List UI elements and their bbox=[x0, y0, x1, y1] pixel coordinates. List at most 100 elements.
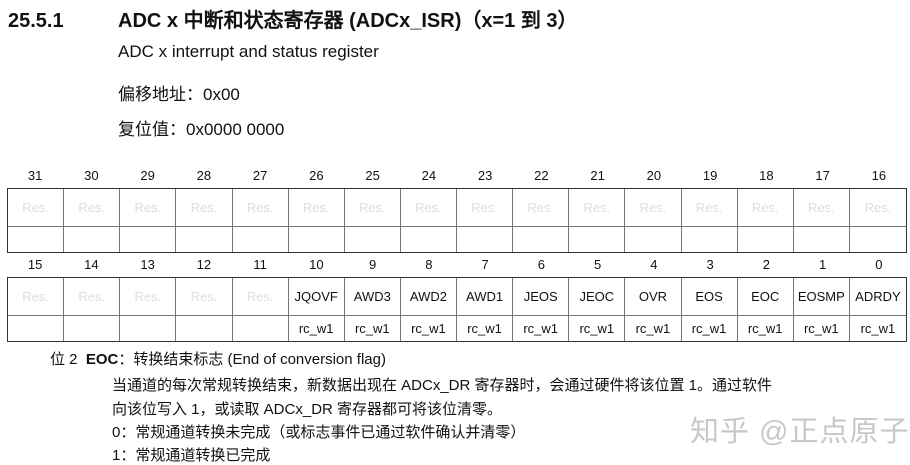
field-name-cell: Res. bbox=[120, 278, 177, 316]
desc-line: 当通道的每次常规转换结束，新数据出现在 ADCx_DR 寄存器时，会通过硬件将该… bbox=[112, 377, 773, 394]
access-type-cell: rc_w1 bbox=[738, 316, 794, 341]
field-name-cell: OVR bbox=[625, 278, 682, 316]
access-type-cell bbox=[682, 227, 738, 252]
field-name-cell: Res. bbox=[849, 189, 906, 227]
watermark: 知乎 @正点原子 bbox=[690, 416, 910, 448]
access-type-cell: rc_w1 bbox=[513, 316, 570, 341]
bit-number: 5 bbox=[594, 257, 602, 272]
field-name-cell: Res. bbox=[232, 189, 289, 227]
register-title: ADC x 中断和状态寄存器 (ADCx_ISR)（x=1 到 3） bbox=[118, 10, 578, 32]
access-type-cell bbox=[8, 316, 65, 341]
access-type-cell: rc_w1 bbox=[569, 316, 626, 341]
access-type-cell: rc_w1 bbox=[289, 316, 345, 341]
access-type-cell: rc_w1 bbox=[401, 316, 457, 341]
bit-number: 9 bbox=[369, 257, 377, 272]
field-name-cell: Res. bbox=[681, 189, 738, 227]
access-type-cell bbox=[794, 227, 850, 252]
field-name-cell: Res. bbox=[737, 189, 794, 227]
access-type-cell bbox=[64, 316, 121, 341]
access-type-cell bbox=[457, 227, 514, 252]
offset-address: 偏移地址：0x00 bbox=[118, 85, 240, 104]
bit-number-row: 31 30 29 28 27 26 25 24 23 22 21 20 19 18 17 16 bbox=[7, 163, 907, 188]
field-name-cell: Res. bbox=[344, 189, 401, 227]
bit-number: 16 bbox=[871, 168, 887, 183]
field-name-cell: Res. bbox=[8, 278, 65, 316]
bit-number: 8 bbox=[425, 257, 433, 272]
bit-number: 27 bbox=[252, 168, 268, 183]
bit-number: 11 bbox=[253, 257, 267, 272]
bit-number: 2 bbox=[762, 257, 770, 272]
register-fields: Res. Res. Res. Res. Res. JQOVF AWD3 AWD2 AWD1 JEO… bbox=[7, 277, 907, 342]
bit-number: 0 bbox=[875, 257, 883, 272]
bit-description-heading: 位 2 EOC：转换结束标志 (End of conversion flag) bbox=[50, 348, 386, 369]
access-type-cell: rc_w1 bbox=[860, 321, 896, 336]
access-type-cell bbox=[233, 316, 289, 341]
bit-number: 6 bbox=[537, 257, 545, 272]
bit-number: 25 bbox=[365, 168, 380, 183]
access-type-cell: rc_w1 bbox=[794, 316, 850, 341]
field-name-cell: Res. bbox=[288, 189, 345, 227]
field-name-cell: Res. bbox=[8, 189, 65, 227]
field-name-cell: Res. bbox=[176, 189, 233, 227]
bit-number: 23 bbox=[477, 168, 493, 183]
section-title: 25.5.1 ADC x 中断和状态寄存器 (ADCx_ISR)（x=1 到 3） bbox=[8, 4, 578, 33]
desc-line: 1：常规通道转换已完成 bbox=[112, 447, 271, 464]
field-name-cell: Res. bbox=[176, 278, 233, 316]
field-name-cell: Res. bbox=[457, 189, 514, 227]
access-type-cell bbox=[738, 227, 794, 252]
desc-line: 向该位写入 1，或读取 ADCx_DR 寄存器都可将该位清零。 bbox=[112, 401, 503, 418]
bit-number: 24 bbox=[421, 168, 437, 183]
access-type-cell bbox=[625, 227, 682, 252]
bit-number: 18 bbox=[759, 168, 774, 183]
access-type-cell bbox=[345, 227, 401, 252]
field-name-cell: ADRDY bbox=[849, 278, 906, 316]
bit-number: 4 bbox=[650, 257, 658, 272]
bit-number: 14 bbox=[84, 257, 99, 272]
bit-number-row: 15 14 13 12 11 10 9 8 7 6 5 4 3 2 1 0 bbox=[7, 252, 907, 277]
field-desc: ：转换结束标志 (End of conversion flag) bbox=[118, 351, 386, 368]
bit-number: 7 bbox=[481, 257, 489, 272]
section-number: 25.5.1 bbox=[8, 10, 64, 32]
field-name-cell: Res. bbox=[513, 189, 570, 227]
bit-number: 17 bbox=[815, 168, 830, 183]
field-name-cell: AWD1 bbox=[457, 278, 514, 316]
bit-number: 3 bbox=[706, 257, 714, 272]
field-name-cell: Res. bbox=[232, 278, 289, 316]
register-upper-half: 31 30 29 28 27 26 25 24 23 22 21 20 19 18 17 16 Res. Res.… bbox=[7, 163, 907, 253]
field-name-cell: Res. bbox=[64, 278, 121, 316]
access-type-cell bbox=[401, 227, 457, 252]
field-name-cell: Res. bbox=[793, 189, 850, 227]
bit-number: 19 bbox=[702, 168, 718, 183]
access-type-cell bbox=[569, 227, 626, 252]
field-name-cell: Res. bbox=[625, 189, 682, 227]
bit-number: 29 bbox=[140, 168, 155, 183]
bit-number: 12 bbox=[196, 257, 212, 272]
access-type-cell bbox=[120, 316, 177, 341]
access-type-cell: rc_w1 bbox=[625, 316, 682, 341]
bit-number: 31 bbox=[27, 168, 43, 183]
access-type-cell bbox=[120, 227, 177, 252]
bit-number: 21 bbox=[590, 168, 605, 183]
register-lower-half: 15 14 13 12 11 10 9 8 7 6 5 4 3 2 1 0 Res. Res. Res. Res. Re… bbox=[7, 252, 907, 342]
bit-number: 13 bbox=[140, 257, 155, 272]
access-type-cell bbox=[64, 227, 121, 252]
access-type-cell bbox=[176, 316, 233, 341]
access-type-cell bbox=[8, 227, 65, 252]
field-name-cell: AWD2 bbox=[400, 278, 457, 316]
field-name-cell: JQOVF bbox=[288, 278, 345, 316]
bit-number: 1 bbox=[819, 257, 827, 272]
field-name-cell: Res. bbox=[120, 189, 177, 227]
desc-line: 0：常规通道转换未完成（或标志事件已通过软件确认并清零） bbox=[112, 424, 526, 441]
field-name-cell: Res. bbox=[64, 189, 121, 227]
access-type-cell bbox=[850, 227, 906, 252]
field-name-cell: JEOC bbox=[569, 278, 626, 316]
field-name-cell: AWD3 bbox=[344, 278, 401, 316]
field-name-cell: Res. bbox=[569, 189, 626, 227]
access-type-cell bbox=[289, 227, 345, 252]
bit-number: 26 bbox=[309, 168, 324, 183]
register-subtitle: ADC x interrupt and status register bbox=[118, 42, 379, 61]
bit-number: 22 bbox=[534, 168, 549, 183]
field-name-cell: EOS bbox=[681, 278, 738, 316]
access-type-cell bbox=[513, 227, 570, 252]
bit-number: 15 bbox=[27, 257, 43, 272]
